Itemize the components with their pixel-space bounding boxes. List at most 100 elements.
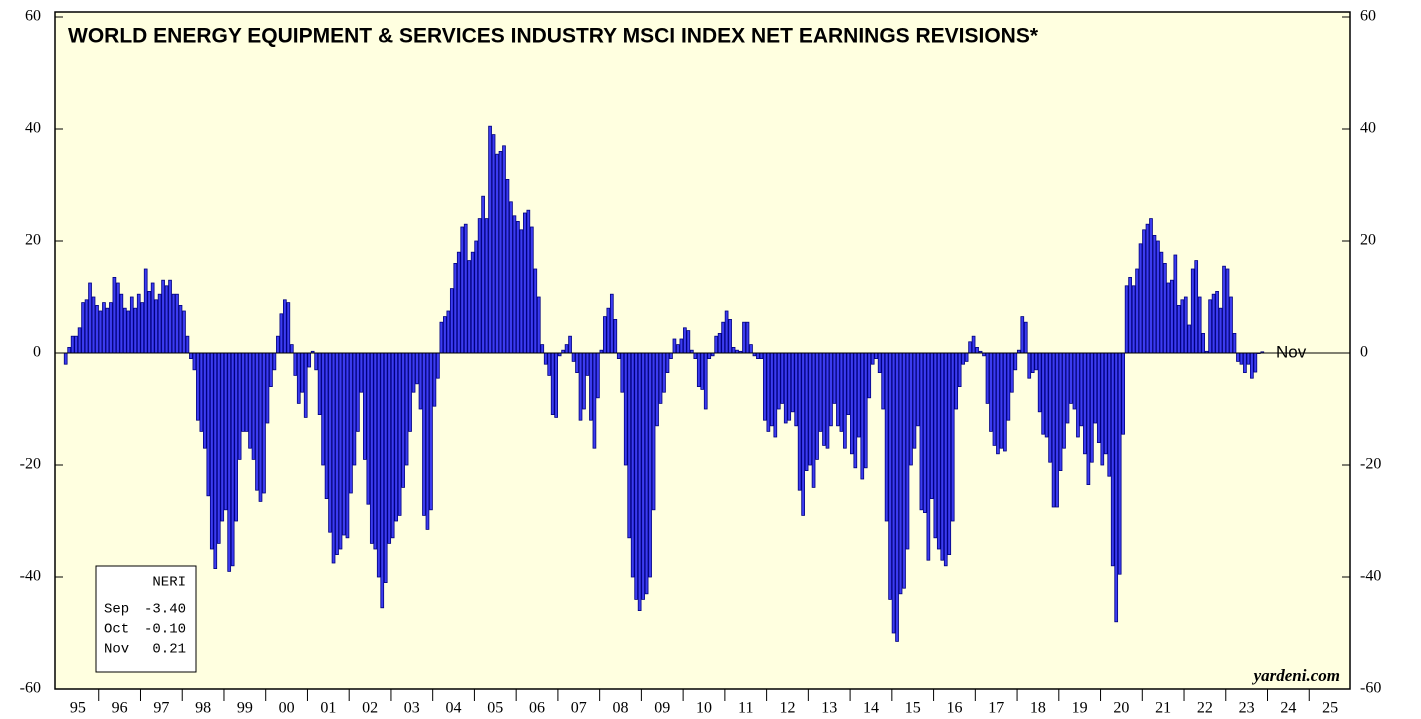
bar	[825, 352, 830, 449]
y-tick-label-right: 40	[1360, 120, 1376, 137]
bar	[307, 352, 312, 368]
bar	[839, 352, 844, 432]
bar	[1232, 332, 1237, 354]
bar	[1044, 352, 1049, 438]
bar	[641, 352, 645, 600]
bar	[797, 352, 802, 491]
y-tick-label: 0	[33, 344, 41, 361]
bar	[199, 352, 204, 432]
bar	[1076, 352, 1080, 438]
legend-value: 0.21	[152, 642, 186, 658]
bar	[342, 352, 346, 536]
bar	[1003, 352, 1007, 452]
bar	[1218, 307, 1223, 354]
bar	[175, 293, 179, 354]
bar	[338, 352, 343, 550]
bar	[509, 201, 513, 354]
x-tick-label: 00	[279, 700, 295, 717]
bar	[964, 352, 969, 362]
bar	[234, 352, 238, 522]
bar	[279, 313, 284, 354]
bar	[575, 352, 579, 374]
bar	[950, 352, 955, 522]
bar	[578, 352, 583, 421]
bar	[168, 279, 172, 354]
bar	[863, 352, 868, 469]
bar	[1069, 352, 1073, 404]
bar	[1131, 285, 1136, 354]
bar	[484, 218, 489, 354]
bar	[790, 352, 795, 413]
bar	[1121, 352, 1125, 435]
bar	[157, 293, 162, 354]
bar	[696, 352, 701, 387]
bar	[888, 352, 892, 600]
bar	[255, 352, 259, 491]
bar	[230, 352, 235, 567]
bar	[491, 134, 496, 354]
bar	[84, 299, 89, 354]
x-tick-label: 21	[1155, 700, 1171, 717]
x-tick-label: 01	[320, 700, 336, 717]
bar	[269, 352, 273, 387]
x-tick-label: 05	[487, 700, 503, 717]
bar	[81, 302, 85, 354]
bar	[192, 352, 197, 371]
bar	[870, 352, 875, 365]
bar	[943, 352, 948, 567]
bar	[474, 240, 478, 354]
bar	[1152, 234, 1157, 354]
bar	[356, 352, 360, 432]
bar	[258, 352, 263, 502]
bar	[669, 352, 673, 359]
bar	[272, 352, 277, 371]
bar	[1142, 229, 1146, 354]
bar	[923, 352, 927, 514]
x-tick-label: 23	[1239, 700, 1255, 717]
bar	[1173, 254, 1178, 354]
bar	[324, 352, 329, 500]
bar	[891, 352, 896, 634]
bar	[529, 226, 534, 354]
y-tick-label-right: -40	[1360, 568, 1381, 585]
bar	[693, 352, 698, 359]
bar	[1093, 352, 1098, 424]
bar	[70, 335, 75, 354]
annotation: Nov	[1276, 342, 1307, 361]
bar	[811, 352, 816, 488]
bar	[321, 352, 325, 466]
bar	[470, 251, 475, 354]
bar	[77, 327, 82, 354]
bar	[815, 352, 819, 460]
bar	[425, 352, 430, 530]
bar	[519, 229, 524, 354]
bar	[443, 316, 447, 354]
y-tick-label: -60	[20, 680, 41, 697]
bar	[345, 352, 350, 539]
bar	[449, 288, 454, 354]
bar	[829, 352, 833, 427]
bar	[495, 153, 499, 354]
y-tick-label-right: -20	[1360, 456, 1381, 473]
bar	[328, 352, 332, 533]
x-tick-label: 18	[1030, 700, 1046, 717]
bar	[1208, 299, 1212, 354]
bar	[992, 352, 997, 446]
bar	[672, 338, 677, 354]
bar	[895, 352, 899, 642]
bar	[102, 302, 106, 354]
x-tick-label: 25	[1322, 700, 1338, 717]
legend-month: Sep	[104, 602, 129, 618]
y-tick-label: 60	[25, 8, 41, 25]
x-tick-label: 98	[195, 700, 211, 717]
bar	[1048, 352, 1052, 463]
bar	[916, 352, 920, 427]
bar	[390, 352, 395, 539]
bar	[373, 352, 378, 550]
bar	[456, 251, 461, 354]
bar	[603, 316, 607, 354]
bar	[317, 352, 322, 415]
bar	[1211, 293, 1216, 354]
bar	[776, 352, 781, 410]
bar	[74, 335, 78, 354]
